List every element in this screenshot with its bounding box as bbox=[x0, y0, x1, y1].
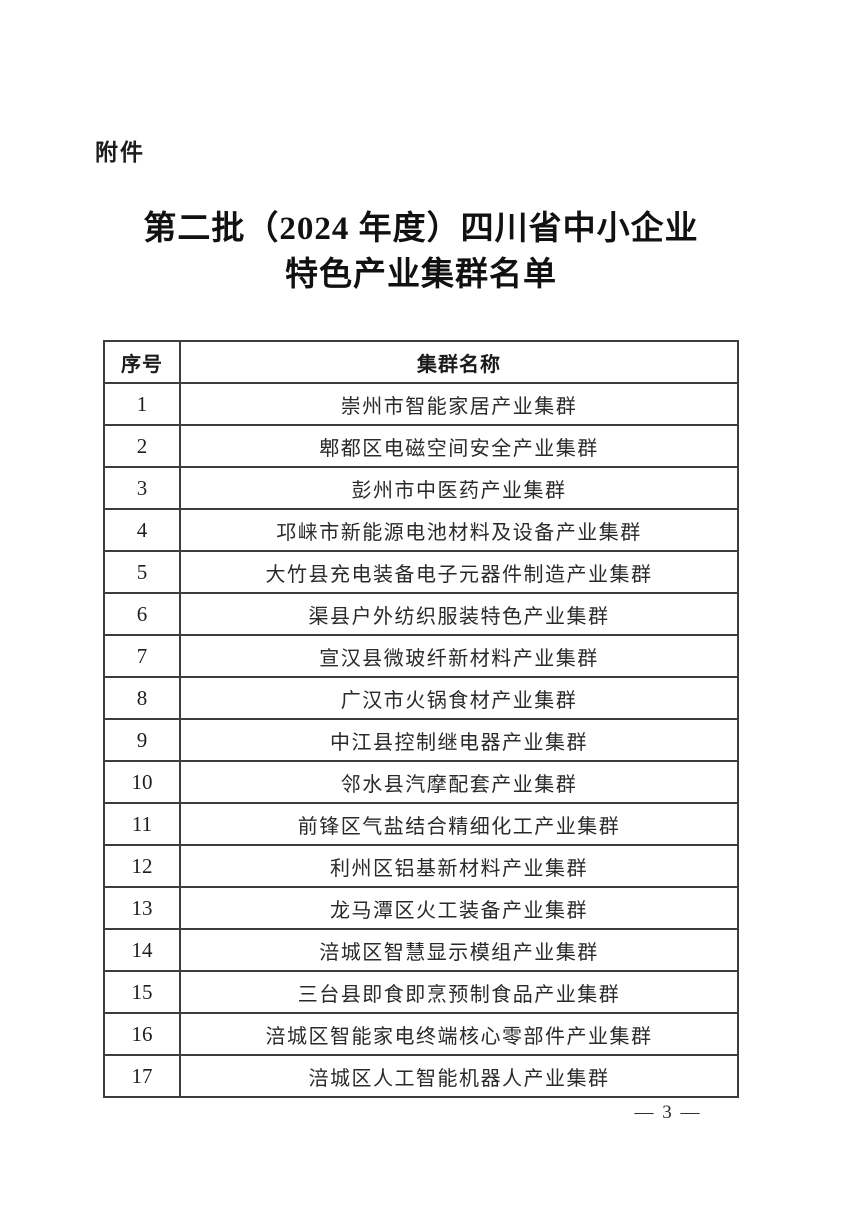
row-serial-number: 13 bbox=[103, 886, 181, 930]
row-serial-number: 16 bbox=[103, 1012, 181, 1056]
table-row: 1 崇州市智能家居产业集群 bbox=[103, 382, 739, 426]
table-row: 13 龙马潭区火工装备产业集群 bbox=[103, 886, 739, 930]
row-serial-number: 10 bbox=[103, 760, 181, 804]
cluster-table: 序号 集群名称 1 崇州市智能家居产业集群 2 郫都区电磁空间安全产业集群 3 … bbox=[103, 340, 739, 1098]
row-serial-number: 17 bbox=[103, 1054, 181, 1098]
table-row: 5 大竹县充电装备电子元器件制造产业集群 bbox=[103, 550, 739, 594]
row-cluster-name: 三台县即食即烹预制食品产业集群 bbox=[179, 970, 739, 1014]
table-row: 11 前锋区气盐结合精细化工产业集群 bbox=[103, 802, 739, 846]
table-row: 10 邻水县汽摩配套产业集群 bbox=[103, 760, 739, 804]
row-serial-number: 3 bbox=[103, 466, 181, 510]
row-serial-number: 2 bbox=[103, 424, 181, 468]
row-cluster-name: 宣汉县微玻纤新材料产业集群 bbox=[179, 634, 739, 678]
attachment-label: 附件 bbox=[95, 139, 145, 165]
header-serial-number: 序号 bbox=[103, 340, 181, 384]
table-header-row: 序号 集群名称 bbox=[103, 340, 739, 384]
row-serial-number: 9 bbox=[103, 718, 181, 762]
row-cluster-name: 利州区铝基新材料产业集群 bbox=[179, 844, 739, 888]
table-row: 16 涪城区智能家电终端核心零部件产业集群 bbox=[103, 1012, 739, 1056]
row-cluster-name: 大竹县充电装备电子元器件制造产业集群 bbox=[179, 550, 739, 594]
row-serial-number: 5 bbox=[103, 550, 181, 594]
row-serial-number: 1 bbox=[103, 382, 181, 426]
row-cluster-name: 彭州市中医药产业集群 bbox=[179, 466, 739, 510]
row-serial-number: 7 bbox=[103, 634, 181, 678]
table-row: 12 利州区铝基新材料产业集群 bbox=[103, 844, 739, 888]
row-cluster-name: 涪城区智能家电终端核心零部件产业集群 bbox=[179, 1012, 739, 1056]
page-number: — 3 — bbox=[634, 1102, 702, 1123]
table-row: 17 涪城区人工智能机器人产业集群 bbox=[103, 1054, 739, 1098]
row-cluster-name: 邻水县汽摩配套产业集群 bbox=[179, 760, 739, 804]
row-cluster-name: 崇州市智能家居产业集群 bbox=[179, 382, 739, 426]
table-row: 9 中江县控制继电器产业集群 bbox=[103, 718, 739, 762]
table-row: 4 邛崃市新能源电池材料及设备产业集群 bbox=[103, 508, 739, 552]
header-cluster-name: 集群名称 bbox=[179, 340, 739, 384]
row-serial-number: 4 bbox=[103, 508, 181, 552]
row-cluster-name: 渠县户外纺织服装特色产业集群 bbox=[179, 592, 739, 636]
table-body: 1 崇州市智能家居产业集群 2 郫都区电磁空间安全产业集群 3 彭州市中医药产业… bbox=[103, 382, 739, 1098]
table-row: 3 彭州市中医药产业集群 bbox=[103, 466, 739, 510]
document-title-line-2: 特色产业集群名单 bbox=[285, 257, 557, 293]
table-row: 7 宣汉县微玻纤新材料产业集群 bbox=[103, 634, 739, 678]
row-serial-number: 11 bbox=[103, 802, 181, 846]
row-cluster-name: 郫都区电磁空间安全产业集群 bbox=[179, 424, 739, 468]
row-serial-number: 6 bbox=[103, 592, 181, 636]
table-row: 15 三台县即食即烹预制食品产业集群 bbox=[103, 970, 739, 1014]
row-serial-number: 14 bbox=[103, 928, 181, 972]
row-cluster-name: 邛崃市新能源电池材料及设备产业集群 bbox=[179, 508, 739, 552]
row-cluster-name: 涪城区智慧显示模组产业集群 bbox=[179, 928, 739, 972]
row-serial-number: 12 bbox=[103, 844, 181, 888]
table-row: 8 广汉市火锅食材产业集群 bbox=[103, 676, 739, 720]
table-row: 2 郫都区电磁空间安全产业集群 bbox=[103, 424, 739, 468]
table-row: 14 涪城区智慧显示模组产业集群 bbox=[103, 928, 739, 972]
row-cluster-name: 广汉市火锅食材产业集群 bbox=[179, 676, 739, 720]
document-title: 第二批（2024 年度）四川省中小企业 特色产业集群名单 bbox=[103, 206, 739, 298]
row-cluster-name: 涪城区人工智能机器人产业集群 bbox=[179, 1054, 739, 1098]
document-title-line-1: 第二批（2024 年度）四川省中小企业 bbox=[143, 211, 699, 247]
row-cluster-name: 前锋区气盐结合精细化工产业集群 bbox=[179, 802, 739, 846]
row-serial-number: 8 bbox=[103, 676, 181, 720]
table-row: 6 渠县户外纺织服装特色产业集群 bbox=[103, 592, 739, 636]
row-serial-number: 15 bbox=[103, 970, 181, 1014]
row-cluster-name: 龙马潭区火工装备产业集群 bbox=[179, 886, 739, 930]
row-cluster-name: 中江县控制继电器产业集群 bbox=[179, 718, 739, 762]
